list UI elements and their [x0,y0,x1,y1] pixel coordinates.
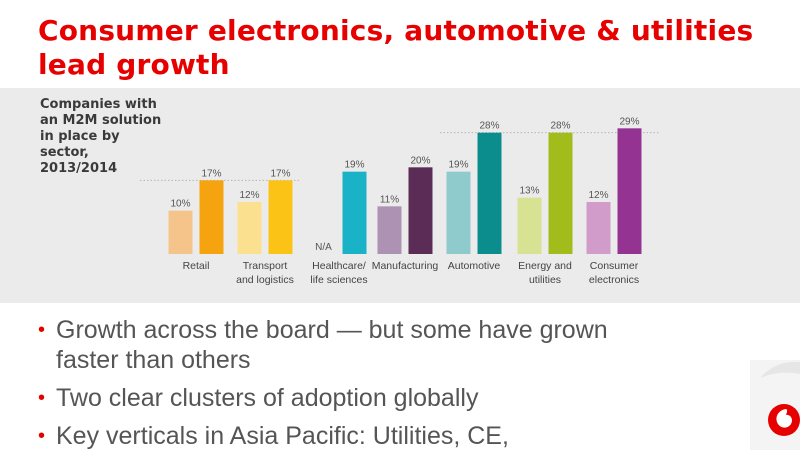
value-label: 19% [448,160,468,171]
category-label: Transport [243,260,288,272]
category-label: and logistics [236,274,294,286]
bullet-marker: • [38,319,46,341]
bullet-text-line: Growth across the board — but some have … [56,316,608,344]
bar [268,180,293,254]
category-label: Healthcare/ [312,260,366,272]
bar [617,128,642,254]
category-label: Automotive [448,260,501,272]
bullet-marker: • [38,387,46,409]
value-label: 12% [239,190,259,201]
chart-label-line: an M2M solution [40,113,162,128]
chart-label-line: in place by [40,129,120,144]
value-label: N/A [315,242,332,253]
value-label: 10% [170,199,190,210]
bar [517,197,542,254]
bar [586,202,611,254]
slide-title: Consumer electronics, automotive & utili… [38,14,788,82]
value-label: 13% [519,186,539,197]
bar [377,206,402,254]
value-label: 28% [479,121,499,132]
value-label: 12% [588,190,608,201]
bar [342,171,367,254]
bar [446,171,471,254]
bar-chart: 10% 17% Retail 12% 17% Transport and logistics… [140,116,660,286]
category-label: Energy and [518,260,572,272]
bullet-item: • Two clear clusters of adoption globall… [38,383,758,413]
bar [548,132,573,254]
value-label: 17% [201,168,221,179]
value-label: 19% [344,160,364,171]
category-label: Consumer [590,260,639,272]
bar [477,132,502,254]
bullet-text-line: Key verticals in Asia Pacific: Utilities… [56,422,509,450]
title-line-1: Consumer electronics, automotive & utili… [38,14,754,47]
bullet-list: • Growth across the board — but some hav… [38,315,758,459]
vodafone-logo-icon [750,360,800,450]
bar [408,167,433,254]
bar [168,210,193,254]
bullet-item: • Key verticals in Asia Pacific: Utiliti… [38,421,758,451]
chart-label-line: 2013/2014 [40,161,118,176]
chart-panel [0,88,800,303]
category-label: life sciences [310,274,367,286]
value-label: 28% [550,121,570,132]
category-label: Manufacturing [372,260,439,272]
value-label: 29% [619,116,639,127]
bar [237,202,262,254]
value-label: 20% [410,155,430,166]
value-label: 11% [380,194,399,205]
bar [199,180,224,254]
chart-label: Companies with an M2M solution in place … [40,97,190,177]
category-label: utilities [529,274,561,286]
value-label: 17% [270,168,290,179]
title-line-2: lead growth [38,48,230,81]
chart-label-line: sector, [40,145,89,160]
chart-label-line: Companies with [40,97,157,112]
bullet-item: • Growth across the board — but some hav… [38,315,758,375]
category-label: Retail [183,260,210,272]
bullet-text-line: Two clear clusters of adoption globally [56,384,479,412]
bullet-marker: • [38,425,46,447]
category-label: electronics [589,274,639,286]
bullet-text-line: faster than others [56,346,251,374]
